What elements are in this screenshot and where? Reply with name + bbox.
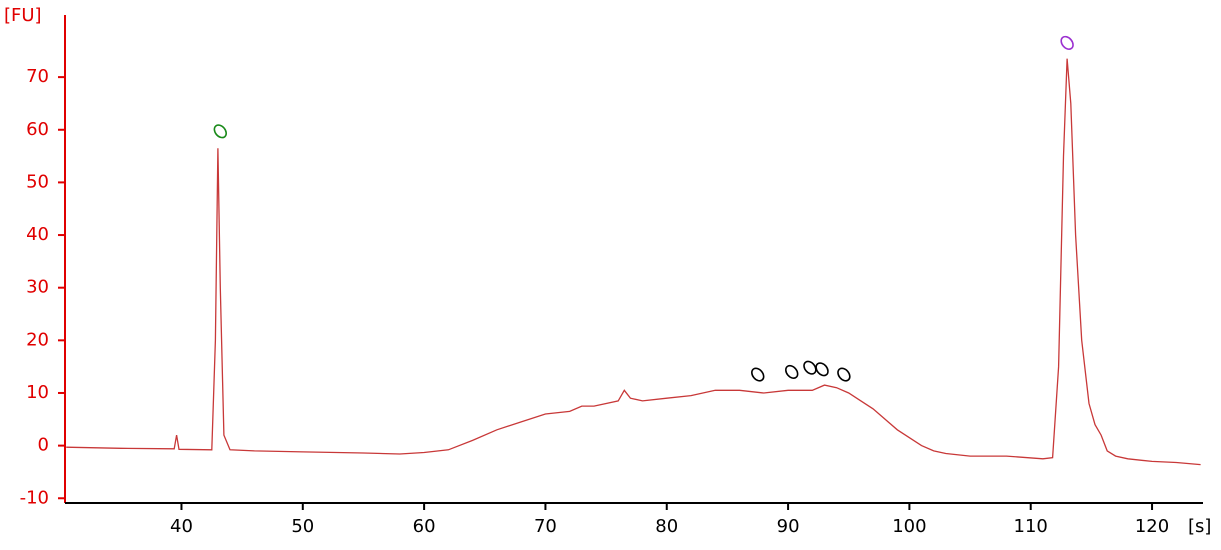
x-tick-label: 80 (655, 516, 678, 537)
x-tick-label: 50 (291, 516, 314, 537)
trace-line (66, 58, 1201, 466)
y-tick-label: 10 (26, 382, 49, 403)
peak-marker (213, 124, 228, 139)
x-tick-label: 70 (534, 516, 557, 537)
x-tick-label: 100 (892, 516, 926, 537)
x-tick-label: 110 (1014, 516, 1048, 537)
x-tick-label: 60 (413, 516, 436, 537)
peak-marker (803, 360, 817, 375)
x-axis-label: [s] (1188, 516, 1211, 537)
peak-marker (837, 367, 851, 382)
y-tick-label: 0 (38, 435, 49, 456)
y-axis-label: [FU] (4, 5, 42, 26)
y-tick-label: 50 (26, 171, 49, 192)
y-tick-label: -10 (20, 487, 49, 508)
peak-marker (1060, 35, 1074, 50)
peak-marker (751, 367, 765, 382)
x-tick-label: 90 (777, 516, 800, 537)
y-tick-label: 20 (26, 329, 49, 350)
x-tick-label: 40 (170, 516, 193, 537)
y-tick-label: 60 (26, 119, 49, 140)
peak-marker (815, 362, 829, 377)
peak-marker (785, 364, 799, 379)
y-tick-label: 30 (26, 277, 49, 298)
x-tick-label: 120 (1135, 516, 1169, 537)
y-tick-label: 40 (26, 224, 49, 245)
y-tick-label: 70 (26, 66, 49, 87)
